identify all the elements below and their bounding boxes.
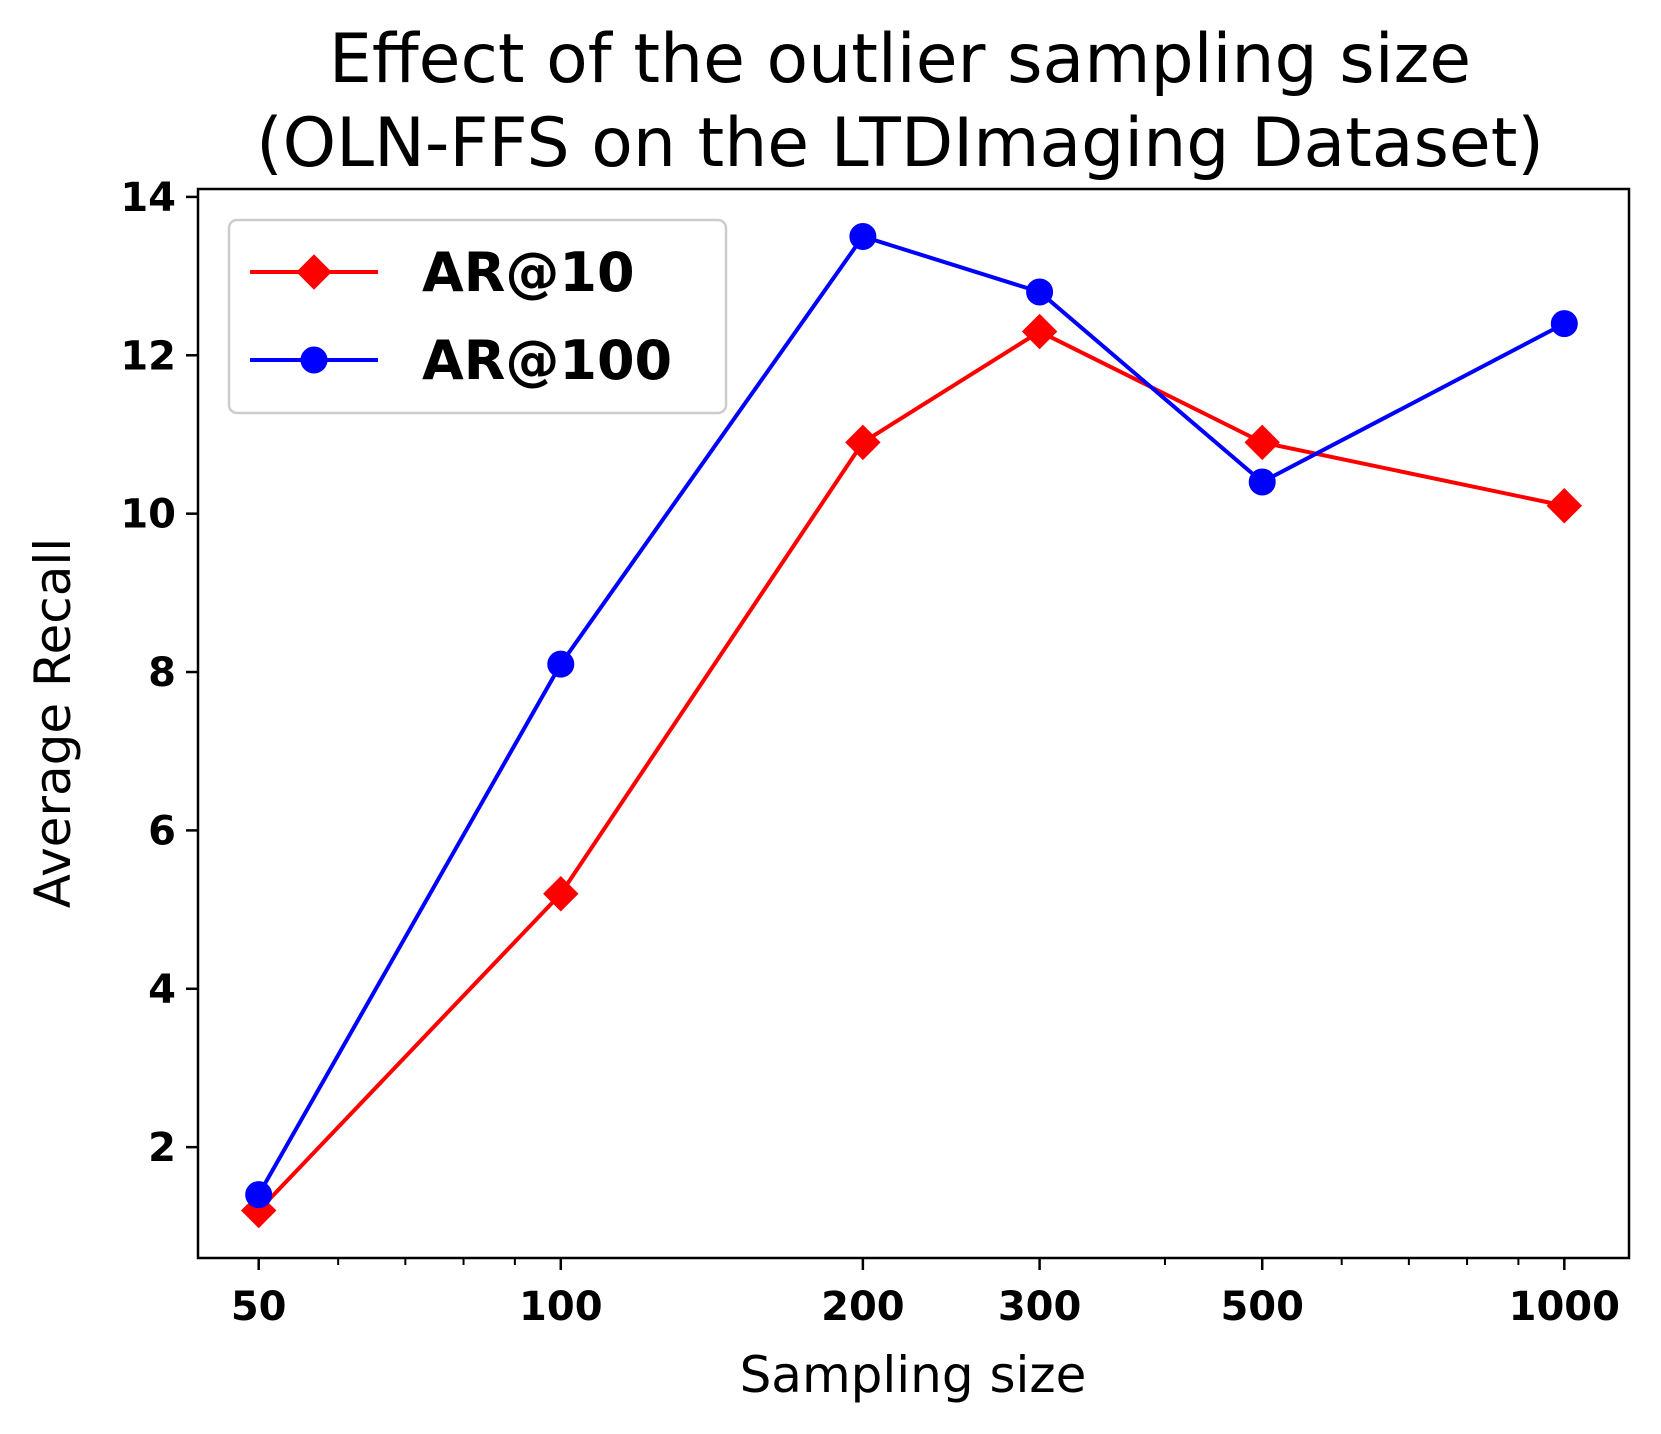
x-tick-label: 200 <box>821 1284 905 1330</box>
data-point-ar-10 <box>1546 488 1583 524</box>
y-axis-ticks: 2 4 6 8 10 12 14 <box>120 175 198 1171</box>
y-tick-label: 6 <box>148 808 176 854</box>
data-point-ar-100 <box>245 1181 273 1209</box>
x-axis-ticks: 50 100 200 300 500 1000 <box>231 1258 1620 1330</box>
x-tick-label: 500 <box>1220 1284 1304 1330</box>
y-tick-label: 4 <box>148 967 176 1013</box>
data-point-ar-100 <box>1550 310 1578 338</box>
series-ar-100 <box>245 223 1578 1209</box>
y-axis-label: Average Recall <box>24 538 82 908</box>
legend-item-ar-100: AR@100 <box>250 329 672 392</box>
x-tick-label: 300 <box>998 1284 1082 1330</box>
y-tick-label: 14 <box>120 175 176 221</box>
x-tick-label: 50 <box>231 1284 287 1330</box>
data-point-ar-100 <box>849 223 877 251</box>
y-tick-label: 8 <box>148 650 176 696</box>
legend-label-ar-100: AR@100 <box>422 329 672 392</box>
data-point-ar-10 <box>1021 313 1058 350</box>
data-point-ar-100 <box>547 650 575 678</box>
legend-marker-ar-10 <box>296 254 332 290</box>
series-line-ar-100 <box>256 234 1566 1196</box>
y-tick-label: 12 <box>120 333 176 379</box>
legend: AR@10 AR@100 <box>227 218 728 415</box>
series-layer <box>240 223 1583 1229</box>
x-axis-label: Sampling size <box>740 1346 1087 1404</box>
chart-title-line-1: Effect of the outlier sampling size <box>329 20 1471 99</box>
data-point-ar-100 <box>1248 468 1276 496</box>
legend-box <box>227 218 728 415</box>
series-line-ar-10 <box>257 329 1565 1212</box>
y-tick-label: 10 <box>120 492 176 538</box>
legend-marker-ar-100 <box>300 346 328 374</box>
y-tick-label: 2 <box>148 1125 176 1171</box>
plot-frame <box>196 187 1631 1260</box>
x-tick-label: 100 <box>519 1284 603 1330</box>
chart-title: Effect of the outlier sampling size (OLN… <box>256 20 1544 183</box>
data-point-ar-10 <box>845 424 881 461</box>
data-point-ar-10 <box>1244 424 1280 461</box>
legend-label-ar-10: AR@10 <box>422 241 635 304</box>
x-tick-label: 1000 <box>1509 1284 1620 1330</box>
data-point-ar-10 <box>543 876 579 912</box>
data-point-ar-100 <box>1026 278 1054 306</box>
series-ar-10 <box>240 313 1583 1229</box>
legend-item-ar-10: AR@10 <box>250 241 635 304</box>
chart-title-line-2: (OLN-FFS on the LTDImaging Dataset) <box>256 104 1544 183</box>
